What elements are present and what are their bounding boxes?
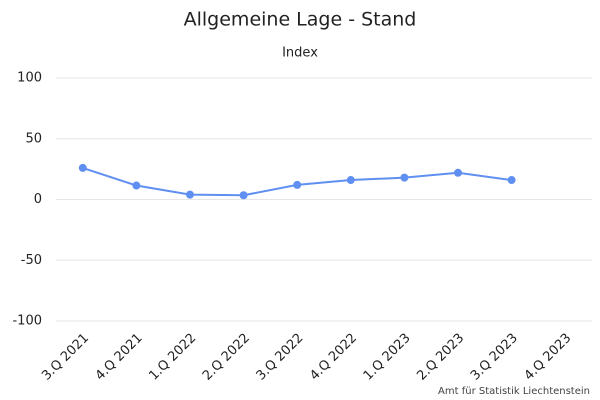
x-tick-label: 4.Q 2021 [93, 331, 146, 384]
data-point [78, 163, 87, 172]
data-point [346, 176, 355, 185]
y-tick-label: 50 [25, 131, 42, 146]
chart-title: Allgemeine Lage - Stand [184, 9, 417, 31]
x-tick-label: 4.Q 2023 [522, 331, 575, 384]
credit: Amt für Statistik Liechtenstein [438, 386, 590, 397]
y-tick-label: -100 [12, 314, 42, 329]
y-tick-label: -50 [21, 253, 42, 268]
x-tick-label: 2.Q 2023 [414, 331, 467, 384]
x-tick-label: 2.Q 2022 [200, 331, 253, 384]
data-point [507, 176, 516, 185]
data-point [293, 180, 302, 189]
y-tick-label: 100 [17, 71, 42, 86]
x-tick-label: 4.Q 2022 [307, 331, 360, 384]
x-tick-label: 3.Q 2021 [39, 331, 92, 384]
x-tick-label: 3.Q 2022 [254, 331, 307, 384]
x-tick-label: 1.Q 2023 [361, 331, 414, 384]
chart-subtitle: Index [282, 46, 318, 61]
x-tick-label: 1.Q 2022 [146, 331, 199, 384]
data-point [239, 191, 248, 200]
y-tick-label: 0 [34, 192, 42, 207]
x-tick-label: 3.Q 2023 [468, 331, 521, 384]
data-point [186, 190, 194, 199]
data-point [454, 168, 462, 177]
data-point [400, 173, 409, 182]
data-point [132, 181, 141, 190]
